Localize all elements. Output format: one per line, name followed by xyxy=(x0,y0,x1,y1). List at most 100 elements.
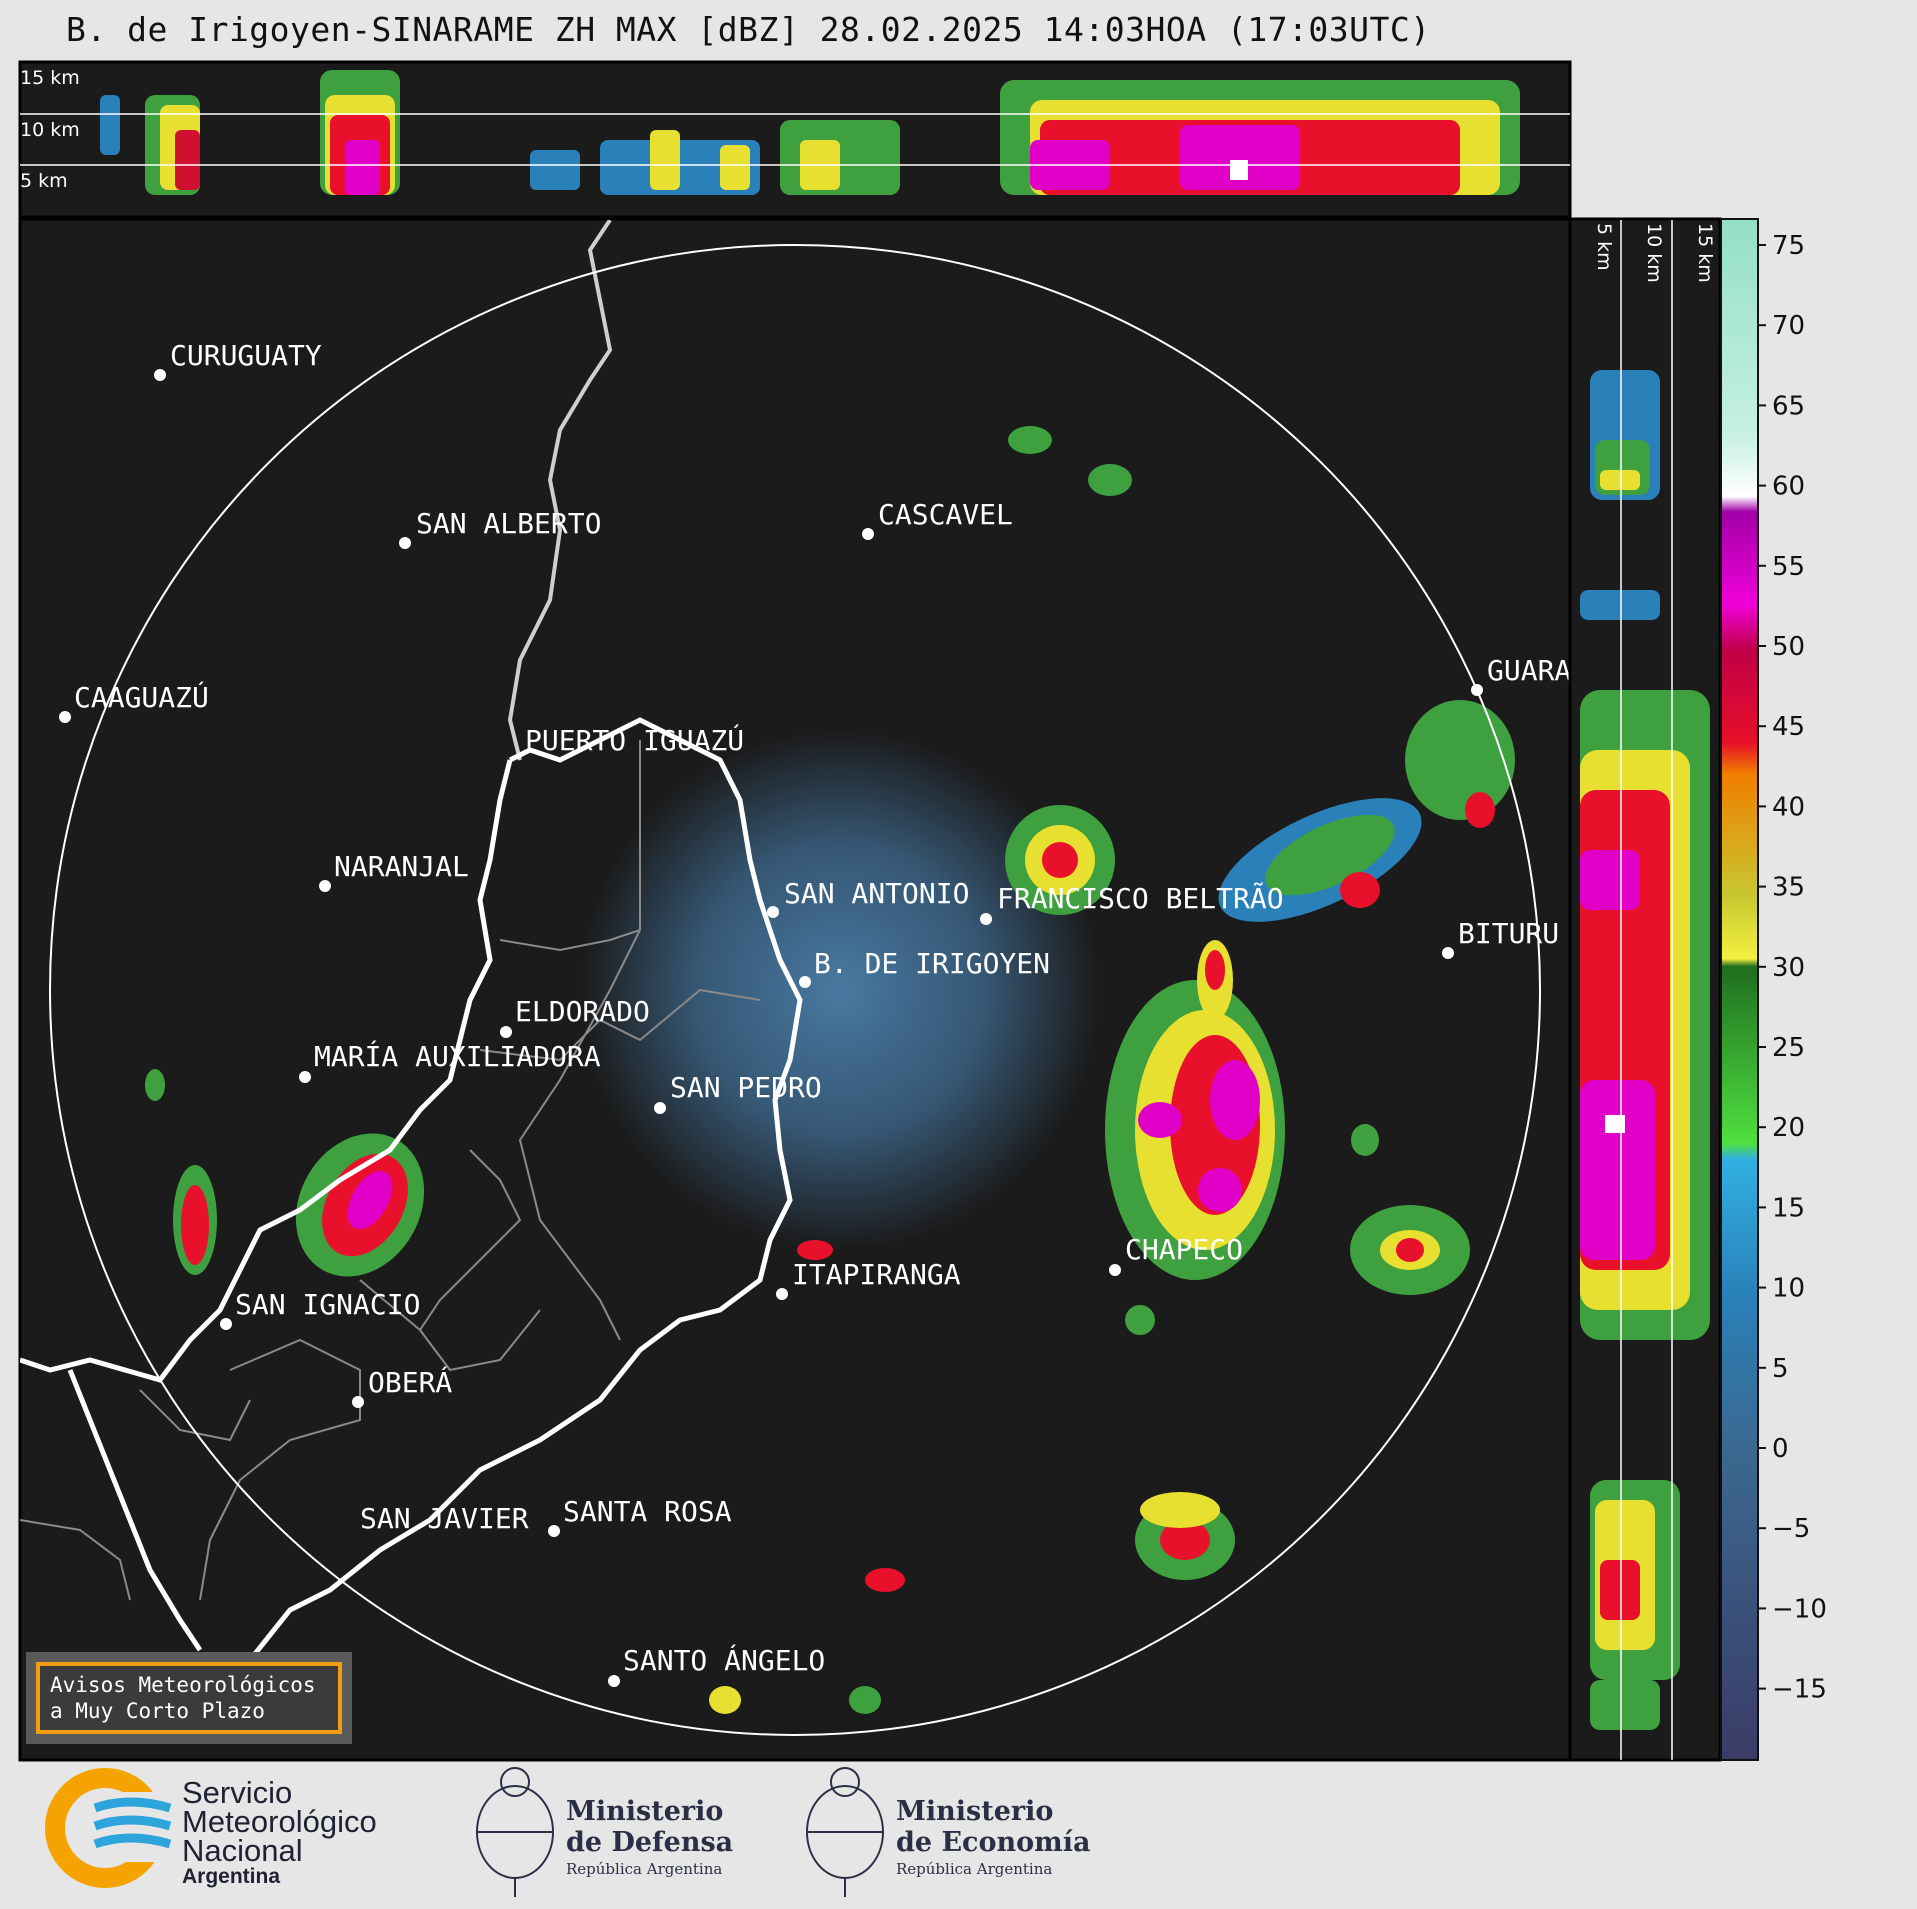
colorbar-tick-label: −15 xyxy=(1772,1675,1827,1705)
colorbar-tick-label: 55 xyxy=(1772,552,1805,582)
side-cross-section-panel: 5 km 10 km 15 km xyxy=(1568,217,1722,1762)
smn-name: Servicio Meteorológico Nacional Argentin… xyxy=(182,1775,377,1889)
defensa-line2: de Defensa xyxy=(566,1827,734,1858)
city-label-san-pedro: SAN PEDRO xyxy=(670,1071,822,1104)
city-dot-icon xyxy=(608,1675,620,1687)
colorbar-tick-label: 5 xyxy=(1772,1354,1789,1384)
top-alt-label-10: 10 km xyxy=(20,119,80,141)
city-label-bituruna: BITURU xyxy=(1458,917,1559,950)
city-markers: CURUGUATY SAN ALBERTO CASCAVEL CAAGUAZÚ … xyxy=(59,339,1571,1687)
city-label-maria-auxiliadora: MARÍA AUXILIADORA xyxy=(314,1039,601,1073)
defensa-name: Ministerio de Defensa República Argentin… xyxy=(566,1796,733,1880)
city-dot-icon xyxy=(500,1026,512,1038)
defensa-line3: República Argentina xyxy=(566,1860,723,1878)
city-dot-icon xyxy=(776,1288,788,1300)
smn-line4: Argentina xyxy=(182,1865,281,1888)
footer-logo-graphics xyxy=(45,1767,884,1897)
coat-of-arms-icon xyxy=(476,1767,554,1897)
colorbar-tick-label: 0 xyxy=(1772,1434,1789,1464)
city-label-obera: OBERÁ xyxy=(368,1365,452,1399)
city-dot-icon xyxy=(1109,1264,1121,1276)
paraguay-border xyxy=(20,759,513,1383)
colorbar-tick-label: 25 xyxy=(1772,1033,1805,1063)
city-label-san-javier: SAN JAVIER xyxy=(360,1502,529,1535)
colorbar-tick-label: −5 xyxy=(1772,1514,1810,1544)
top-cross-section-panel: 15 km 10 km 5 km xyxy=(18,60,1572,219)
city-dot-icon xyxy=(1442,947,1454,959)
defensa-line1: Ministerio xyxy=(566,1796,724,1827)
radar-map-panel: CURUGUATY SAN ALBERTO CASCAVEL CAAGUAZÚ … xyxy=(18,217,1572,1762)
city-dot-icon xyxy=(1471,684,1483,696)
city-dot-icon xyxy=(980,913,992,925)
footer-logos: Servicio Meteorológico Nacional Argentin… xyxy=(0,1752,1917,1909)
uruguay-river-border xyxy=(67,1369,203,1652)
city-label-santa-rosa: SANTA ROSA xyxy=(563,1495,732,1528)
city-dot-icon xyxy=(654,1102,666,1114)
colorbar-tick-label: 15 xyxy=(1772,1193,1805,1223)
city-label-caaguazu: CAAGUAZÚ xyxy=(74,680,209,714)
city-dot-icon xyxy=(154,369,166,381)
city-dot-icon xyxy=(799,976,811,988)
city-label-puerto-iguazu: PUERTO IGUAZÚ xyxy=(525,723,744,757)
colorbar-tick-label: 70 xyxy=(1772,311,1805,341)
radar-title: B. de Irigoyen-SINARAME ZH MAX [dBZ] 28.… xyxy=(66,10,1431,49)
province-borders xyxy=(20,740,761,1601)
side-alt-label-10: 10 km xyxy=(1643,223,1665,283)
smn-line1: Servicio xyxy=(182,1775,293,1810)
city-label-guarapuava: GUARA xyxy=(1487,654,1571,687)
avisos-badge[interactable]: Avisos Meteorológicos a Muy Corto Plazo xyxy=(36,1662,342,1734)
city-label-san-antonio: SAN ANTONIO xyxy=(784,877,969,910)
colorbar-tick-label: −10 xyxy=(1772,1594,1827,1624)
storm-cells xyxy=(145,426,1515,1714)
avisos-line2: a Muy Corto Plazo xyxy=(50,1699,265,1723)
city-label-san-ignacio: SAN IGNACIO xyxy=(235,1288,420,1321)
city-label-eldorado: ELDORADO xyxy=(515,995,650,1028)
smn-logo-icon xyxy=(45,1768,180,1888)
smn-line2: Meteorológico xyxy=(182,1804,377,1839)
city-label-cascavel: CASCAVEL xyxy=(878,498,1013,531)
top-alt-label-5: 5 km xyxy=(20,170,68,192)
city-dot-icon xyxy=(59,711,71,723)
range-ring xyxy=(49,244,1541,1736)
colorbar-tick-label: 50 xyxy=(1772,632,1805,662)
colorbar-tick-label: 35 xyxy=(1772,873,1805,903)
city-dot-icon xyxy=(220,1318,232,1330)
city-label-curuguaty: CURUGUATY xyxy=(170,339,322,372)
city-dot-icon xyxy=(299,1071,311,1083)
city-dot-icon xyxy=(352,1396,364,1408)
city-label-itapiranga: ITAPIRANGA xyxy=(792,1258,961,1291)
coat-of-arms-icon xyxy=(806,1767,884,1897)
side-alt-label-15: 15 km xyxy=(1694,223,1716,283)
city-dot-icon xyxy=(548,1525,560,1537)
economia-name: Ministerio de Economía República Argenti… xyxy=(896,1796,1090,1880)
smn-line3: Nacional xyxy=(182,1833,303,1868)
colorbar-tick-label: 40 xyxy=(1772,792,1805,822)
city-label-naranjal: NARANJAL xyxy=(334,850,469,883)
side-alt-label-5: 5 km xyxy=(1593,223,1615,271)
city-dot-icon xyxy=(319,880,331,892)
colorbar-tick-label: 45 xyxy=(1772,712,1805,742)
top-echo-profile xyxy=(100,70,1520,195)
parana-river xyxy=(507,220,613,761)
city-dot-icon xyxy=(767,906,779,918)
colorbar-tick-label: 75 xyxy=(1772,231,1805,261)
avisos-line1: Avisos Meteorológicos xyxy=(50,1673,316,1697)
city-label-chapeco: CHAPECO xyxy=(1125,1233,1243,1266)
city-dot-icon xyxy=(862,528,874,540)
city-label-francisco-beltrao: FRANCISCO BELTRÃO xyxy=(997,882,1284,915)
top-alt-label-15: 15 km xyxy=(20,67,80,89)
colorbar-tick-label: 65 xyxy=(1772,391,1805,421)
colorbar-tick-label: 60 xyxy=(1772,472,1805,502)
side-echo-profile xyxy=(1580,370,1710,1730)
city-label-b-de-irigoyen: B. DE IRIGOYEN xyxy=(814,947,1050,980)
city-dot-icon xyxy=(399,537,411,549)
colorbar-tick-label: 20 xyxy=(1772,1113,1805,1143)
brazil-border xyxy=(208,717,803,1692)
city-label-san-alberto: SAN ALBERTO xyxy=(416,507,601,540)
ground-clutter xyxy=(580,730,1100,1250)
economia-line3: República Argentina xyxy=(896,1860,1053,1878)
economia-line1: Ministerio xyxy=(896,1796,1054,1827)
